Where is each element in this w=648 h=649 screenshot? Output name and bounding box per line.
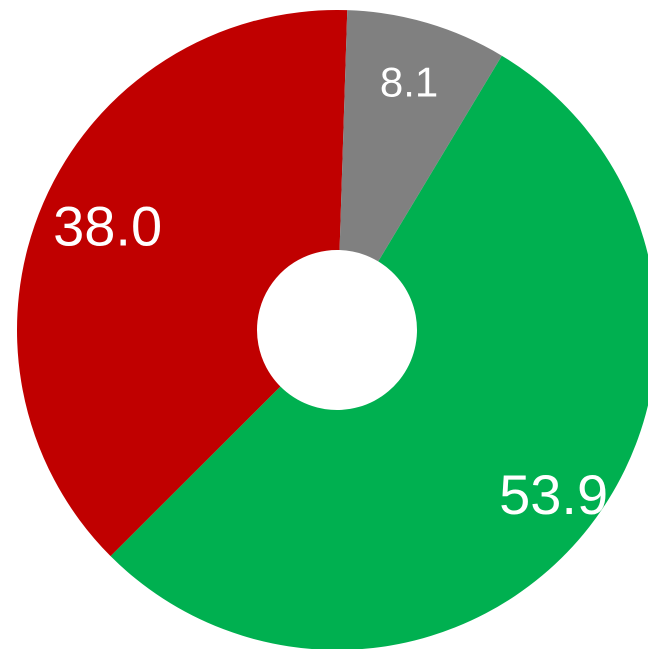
slice-label-53-9: 53.9 [499, 463, 608, 526]
slice-53-9 [110, 55, 648, 649]
slice-38-0 [17, 9, 348, 557]
slice-label-38-0: 38.0 [53, 194, 162, 257]
slice-8-1 [339, 10, 502, 262]
slice-label-8-1: 8.1 [380, 58, 438, 105]
